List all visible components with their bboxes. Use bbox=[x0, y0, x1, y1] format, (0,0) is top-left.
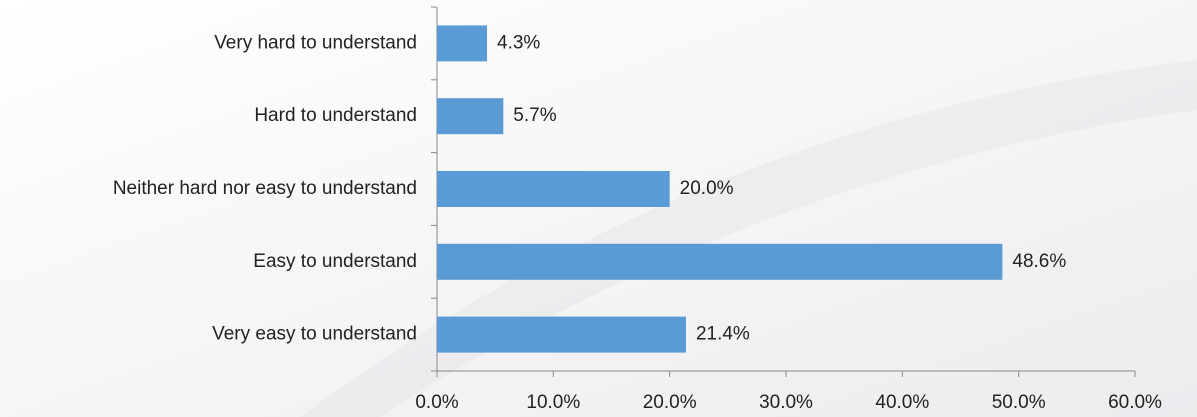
y-tick-label: Hard to understand bbox=[254, 105, 417, 126]
x-tick-label: 60.0% bbox=[1108, 392, 1162, 413]
x-tick-label: 0.0% bbox=[415, 392, 458, 413]
value-label: 20.0% bbox=[680, 178, 734, 199]
y-tick-label: Very easy to understand bbox=[212, 324, 417, 345]
x-tick-label: 30.0% bbox=[759, 392, 813, 413]
bar bbox=[437, 243, 1003, 280]
value-label: 5.7% bbox=[513, 105, 556, 126]
value-label: 21.4% bbox=[696, 324, 750, 345]
x-tick-label: 50.0% bbox=[992, 392, 1046, 413]
value-label: 4.3% bbox=[497, 32, 540, 53]
bar bbox=[437, 316, 686, 353]
x-tick-label: 10.0% bbox=[526, 392, 580, 413]
bar bbox=[437, 25, 488, 62]
x-tick-label: 20.0% bbox=[643, 392, 697, 413]
y-tick-label: Neither hard nor easy to understand bbox=[113, 178, 417, 199]
bar bbox=[437, 171, 670, 207]
y-tick-label: Very hard to understand bbox=[214, 32, 417, 53]
value-label: 48.6% bbox=[1012, 251, 1066, 272]
bar bbox=[437, 98, 504, 135]
x-tick-label: 40.0% bbox=[875, 392, 929, 413]
y-tick-label: Easy to understand bbox=[253, 251, 417, 272]
